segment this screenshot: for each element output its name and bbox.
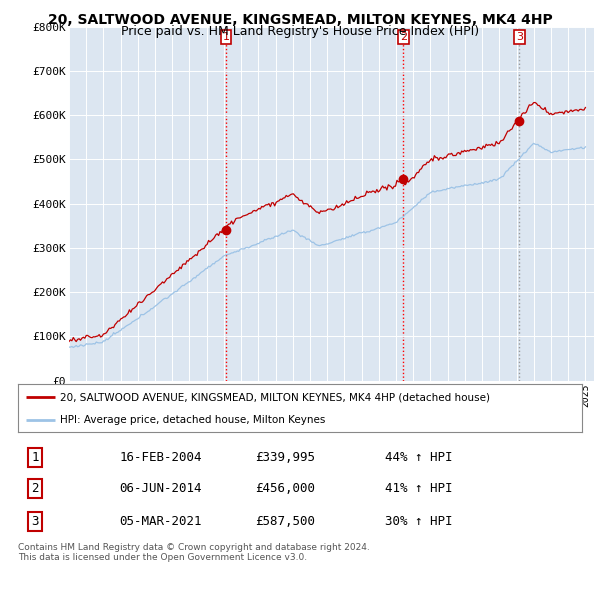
Text: 3: 3: [516, 32, 523, 42]
Text: 30% ↑ HPI: 30% ↑ HPI: [385, 514, 452, 528]
Text: 20, SALTWOOD AVENUE, KINGSMEAD, MILTON KEYNES, MK4 4HP (detached house): 20, SALTWOOD AVENUE, KINGSMEAD, MILTON K…: [60, 392, 490, 402]
Text: 41% ↑ HPI: 41% ↑ HPI: [385, 481, 452, 495]
Text: £587,500: £587,500: [255, 514, 315, 528]
Text: Contains HM Land Registry data © Crown copyright and database right 2024.
This d: Contains HM Land Registry data © Crown c…: [18, 543, 370, 562]
Text: £456,000: £456,000: [255, 481, 315, 495]
Text: 3: 3: [31, 514, 38, 528]
Text: Price paid vs. HM Land Registry's House Price Index (HPI): Price paid vs. HM Land Registry's House …: [121, 25, 479, 38]
Text: HPI: Average price, detached house, Milton Keynes: HPI: Average price, detached house, Milt…: [60, 415, 326, 425]
Text: 2: 2: [400, 32, 407, 42]
Text: 05-MAR-2021: 05-MAR-2021: [119, 514, 202, 528]
Text: £339,995: £339,995: [255, 451, 315, 464]
Text: 2: 2: [31, 481, 38, 495]
Text: 16-FEB-2004: 16-FEB-2004: [119, 451, 202, 464]
Text: 06-JUN-2014: 06-JUN-2014: [119, 481, 202, 495]
Text: 20, SALTWOOD AVENUE, KINGSMEAD, MILTON KEYNES, MK4 4HP: 20, SALTWOOD AVENUE, KINGSMEAD, MILTON K…: [47, 13, 553, 27]
Text: 44% ↑ HPI: 44% ↑ HPI: [385, 451, 452, 464]
Text: 1: 1: [31, 451, 38, 464]
Text: 1: 1: [223, 32, 229, 42]
